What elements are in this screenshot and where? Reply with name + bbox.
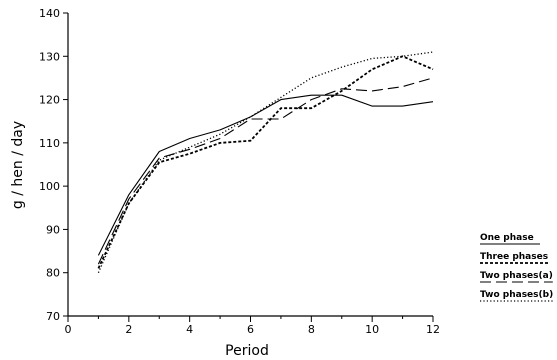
- x-tick-label: 8: [308, 323, 315, 336]
- legend-label-one-phase: One phase: [480, 233, 534, 243]
- x-tick-label: 12: [426, 323, 440, 336]
- y-tick-label: 110: [39, 137, 60, 150]
- y-tick-label: 90: [46, 223, 60, 236]
- x-tick-label: 6: [247, 323, 254, 336]
- y-tick-label: 120: [39, 94, 60, 107]
- series-line-two-phases-a: [97, 77, 434, 265]
- legend-label-three-phases: Three phases: [480, 252, 548, 262]
- series-lines: [97, 51, 434, 273]
- y-tick-label: 80: [46, 267, 60, 280]
- y-axis-label: g / hen / day: [10, 121, 26, 209]
- legend-label-two-phases-a: Two phases(a): [480, 271, 553, 281]
- y-tick-label: 140: [39, 7, 60, 20]
- y-tick-label: 70: [46, 310, 60, 323]
- series-line-three-phases: [97, 55, 434, 269]
- legend-label-two-phases-b: Two phases(b): [480, 290, 553, 300]
- x-tick-label: 4: [186, 323, 193, 336]
- y-tick-label: 100: [39, 180, 60, 193]
- axes: 70 80 90 100 110 120 130 140 0 2 4 6 8 10 12: [39, 7, 440, 336]
- x-tick-label: 10: [365, 323, 379, 336]
- series-line-one-phase: [97, 94, 434, 256]
- legend: One phase Three phases Two phases(a) Two ph…: [480, 233, 554, 302]
- y-tick-label: 130: [39, 50, 60, 63]
- x-axis-label: Period: [225, 343, 269, 359]
- x-tick-label: 0: [65, 323, 72, 336]
- x-tick-label: 2: [125, 323, 132, 336]
- series-line-two-phases-b: [97, 51, 434, 273]
